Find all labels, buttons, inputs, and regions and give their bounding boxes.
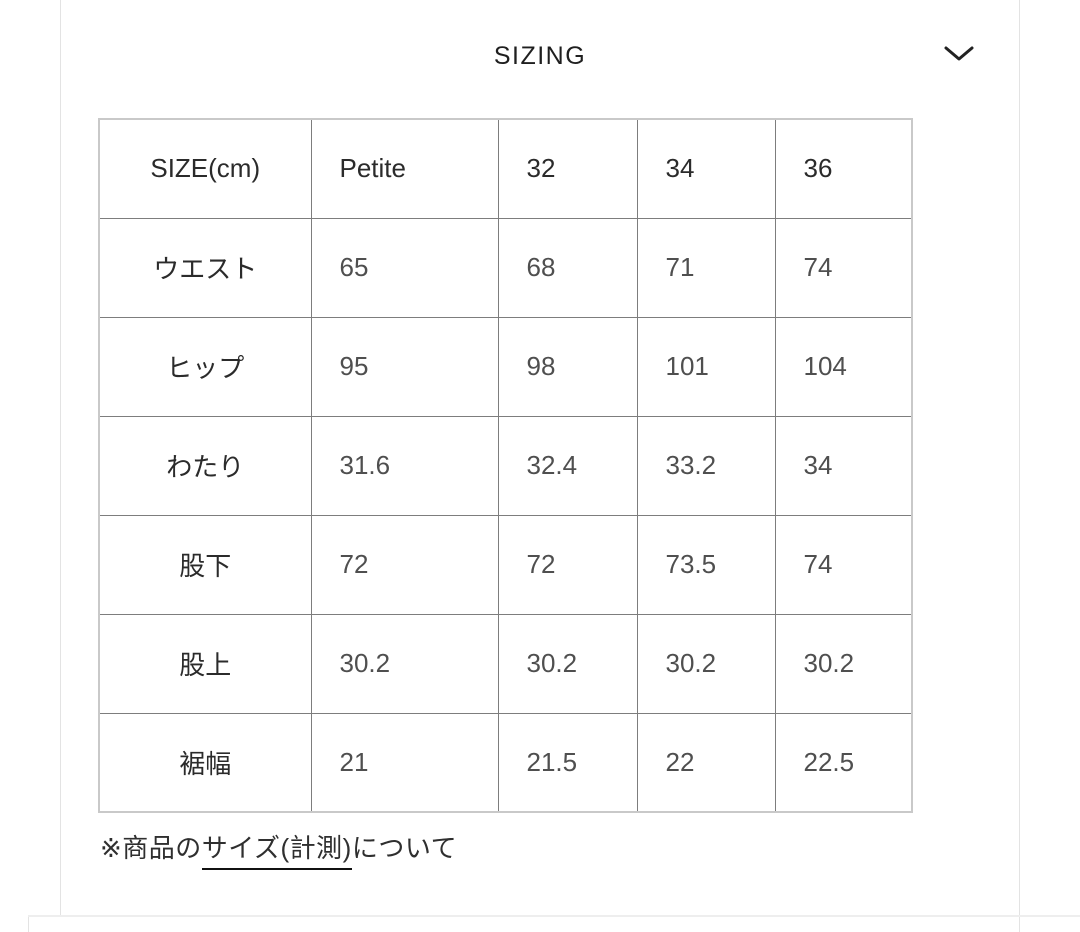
table-cell: 95 <box>310 316 499 417</box>
column-header-36: 36 <box>774 118 913 219</box>
row-label: ウエスト <box>98 217 312 318</box>
table-cell: 22 <box>636 712 776 813</box>
sizing-section-title: SIZING <box>493 42 587 70</box>
table-cell: 30.2 <box>310 613 499 714</box>
table-cell: 74 <box>774 217 913 318</box>
table-cell: 34 <box>774 415 913 516</box>
table-cell: 21 <box>310 712 499 813</box>
table-cell: 72 <box>497 514 638 615</box>
table-cell: 104 <box>774 316 913 417</box>
table-cell: 30.2 <box>636 613 776 714</box>
table-cell: 33.2 <box>636 415 776 516</box>
table-cell: 65 <box>310 217 499 318</box>
table-row-rise: 股上 30.2 30.2 30.2 30.2 <box>98 613 913 714</box>
section-divider <box>28 915 1080 917</box>
table-cell: 32.4 <box>497 415 638 516</box>
column-header-34: 34 <box>636 118 776 219</box>
row-label: 股上 <box>98 613 312 714</box>
table-row-inseam: 股下 72 72 73.5 74 <box>98 514 913 615</box>
row-label: ヒップ <box>98 316 312 417</box>
note-suffix: について <box>351 833 458 863</box>
row-label: 裾幅 <box>98 712 312 813</box>
size-measurement-note: ※商品のサイズ(計測)について <box>100 828 458 870</box>
table-cell: 22.5 <box>774 712 913 813</box>
chevron-down-icon[interactable] <box>943 45 975 63</box>
table-cell: 30.2 <box>497 613 638 714</box>
row-label: わたり <box>98 415 312 516</box>
sizing-table: SIZE(cm) Petite 32 34 36 ウエスト 65 68 71 7… <box>98 118 913 813</box>
table-header-row: SIZE(cm) Petite 32 34 36 <box>98 118 913 219</box>
table-cell: 72 <box>310 514 499 615</box>
table-cell: 68 <box>497 217 638 318</box>
table-cell: 98 <box>497 316 638 417</box>
table-cell: 31.6 <box>310 415 499 516</box>
column-header-petite: Petite <box>310 118 499 219</box>
table-cell: 30.2 <box>774 613 913 714</box>
page-column-right-hairline <box>1019 0 1020 932</box>
page-column-left-hairline <box>60 0 61 916</box>
table-cell: 21.5 <box>497 712 638 813</box>
column-header-size: SIZE(cm) <box>98 118 312 219</box>
table-row-hip: ヒップ 95 98 101 104 <box>98 316 913 417</box>
table-cell: 71 <box>636 217 776 318</box>
table-row-hem-width: 裾幅 21 21.5 22 22.5 <box>98 712 913 813</box>
table-cell: 73.5 <box>636 514 776 615</box>
next-section-left-hairline <box>28 917 29 932</box>
row-label: 股下 <box>98 514 312 615</box>
size-measurement-link[interactable]: サイズ(計測) <box>201 833 352 870</box>
column-header-32: 32 <box>497 118 638 219</box>
table-row-waist: ウエスト 65 68 71 74 <box>98 217 913 318</box>
table-row-thigh: わたり 31.6 32.4 33.2 34 <box>98 415 913 516</box>
table-cell: 101 <box>636 316 776 417</box>
table-cell: 74 <box>774 514 913 615</box>
note-prefix: ※商品の <box>100 833 202 863</box>
sizing-accordion-header[interactable]: SIZING <box>61 0 1019 114</box>
